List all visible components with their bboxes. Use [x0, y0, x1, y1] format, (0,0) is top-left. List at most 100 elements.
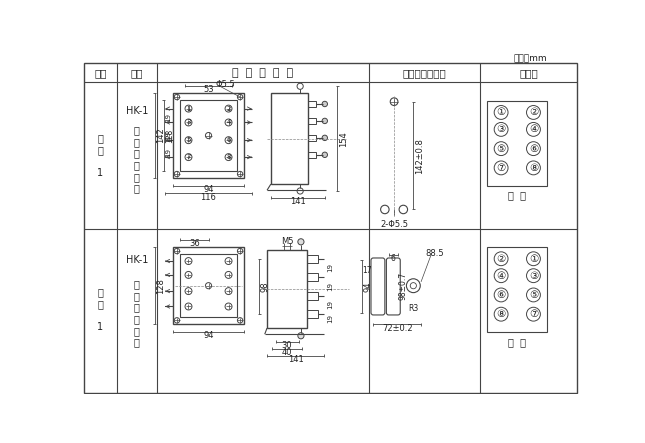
Circle shape [494, 105, 508, 119]
Text: ⑦: ⑦ [497, 163, 506, 173]
Text: 单位：mm: 单位：mm [513, 55, 547, 64]
Circle shape [494, 307, 508, 321]
Text: ⑦: ⑦ [529, 309, 538, 319]
Text: 88.5: 88.5 [426, 249, 444, 258]
Text: ⑧: ⑧ [529, 163, 538, 173]
Text: ③: ③ [497, 124, 506, 134]
Bar [173, 247, 244, 324]
Text: ⑥: ⑥ [529, 144, 538, 154]
Text: 19: 19 [166, 131, 172, 140]
Text: M5: M5 [281, 237, 293, 245]
Text: 19: 19 [327, 282, 333, 291]
Text: 40: 40 [282, 348, 292, 357]
Bar [307, 255, 318, 263]
Text: 36: 36 [189, 239, 200, 248]
Text: 19: 19 [327, 315, 333, 323]
Text: 3: 3 [186, 120, 191, 125]
Circle shape [322, 101, 328, 107]
Text: 4: 4 [226, 120, 231, 125]
Text: 2: 2 [226, 105, 231, 112]
Circle shape [322, 118, 328, 124]
Text: 图号: 图号 [94, 68, 106, 78]
Circle shape [494, 142, 508, 155]
Text: 53: 53 [203, 85, 214, 94]
Text: 72±0.2: 72±0.2 [382, 323, 413, 333]
Text: 142: 142 [156, 128, 165, 144]
Text: ②: ② [497, 254, 506, 264]
Text: 141: 141 [290, 197, 306, 206]
Bar [173, 93, 244, 178]
Circle shape [526, 122, 541, 136]
Bar [308, 135, 315, 141]
Text: 外  形  尺  弸  图: 外 形 尺 弸 图 [232, 68, 293, 78]
Text: 94: 94 [363, 281, 372, 292]
Bar [180, 254, 237, 317]
Text: ⑤: ⑤ [529, 290, 538, 300]
Bar [308, 101, 315, 107]
Circle shape [494, 252, 508, 266]
Circle shape [526, 269, 541, 283]
Text: 128: 128 [156, 278, 165, 294]
Text: 结构: 结构 [131, 68, 143, 78]
Text: 116: 116 [201, 193, 217, 202]
Text: ⑧: ⑧ [497, 309, 506, 319]
Circle shape [526, 307, 541, 321]
Text: R3: R3 [408, 304, 419, 313]
Bar [180, 100, 237, 171]
Text: 7: 7 [186, 154, 191, 160]
Bar [307, 292, 318, 299]
Text: 19: 19 [327, 264, 333, 272]
Text: 附
图

1: 附 图 1 [97, 133, 103, 178]
Text: 154: 154 [339, 131, 348, 147]
Text: HK-1: HK-1 [126, 255, 148, 264]
Bar [487, 101, 548, 186]
Bar [271, 93, 308, 184]
Circle shape [526, 252, 541, 266]
Bar [307, 311, 318, 318]
Circle shape [526, 142, 541, 155]
Text: 端子图: 端子图 [519, 68, 538, 78]
Text: ⑤: ⑤ [497, 144, 506, 154]
Text: ①: ① [497, 108, 506, 117]
Text: 94: 94 [203, 185, 213, 194]
Circle shape [526, 105, 541, 119]
Circle shape [298, 333, 304, 339]
Text: 98±0.7: 98±0.7 [398, 272, 407, 300]
Bar [307, 273, 318, 281]
Text: 2-Φ5.5: 2-Φ5.5 [380, 220, 408, 229]
Text: HK-1: HK-1 [126, 106, 148, 116]
Text: 背  视: 背 视 [508, 337, 526, 347]
Text: Φ5.5: Φ5.5 [215, 80, 235, 89]
Text: 19: 19 [166, 148, 172, 157]
Circle shape [322, 135, 328, 140]
Text: 前  视: 前 视 [508, 190, 526, 201]
Text: 6: 6 [391, 254, 396, 263]
Text: 凸
出
式
后
接
线: 凸 出 式 后 接 线 [134, 280, 140, 347]
Text: 1: 1 [186, 105, 191, 112]
Text: 141: 141 [288, 355, 303, 364]
Text: ③: ③ [529, 271, 538, 281]
Bar [308, 152, 315, 158]
Text: 5: 5 [186, 137, 191, 143]
Text: 142±0.8: 142±0.8 [415, 138, 424, 174]
Text: ①: ① [529, 254, 538, 264]
Bar [487, 247, 548, 332]
Circle shape [494, 288, 508, 302]
Text: 凸
出
式
前
接
线: 凸 出 式 前 接 线 [134, 125, 140, 194]
Text: ④: ④ [497, 271, 506, 281]
Text: ②: ② [529, 108, 538, 117]
Text: 94: 94 [203, 331, 213, 340]
Text: 19: 19 [166, 113, 172, 122]
Text: 19: 19 [327, 300, 333, 310]
Text: 128: 128 [166, 128, 175, 143]
Text: 17: 17 [362, 266, 372, 275]
Bar [308, 118, 315, 124]
Text: 附
图

1: 附 图 1 [97, 287, 103, 332]
Text: 安装开孔尺弸图: 安装开孔尺弸图 [402, 68, 446, 78]
Text: 98: 98 [261, 281, 270, 292]
Circle shape [494, 122, 508, 136]
Text: 30: 30 [282, 341, 292, 350]
Bar [267, 249, 307, 328]
Circle shape [526, 161, 541, 175]
Circle shape [526, 288, 541, 302]
